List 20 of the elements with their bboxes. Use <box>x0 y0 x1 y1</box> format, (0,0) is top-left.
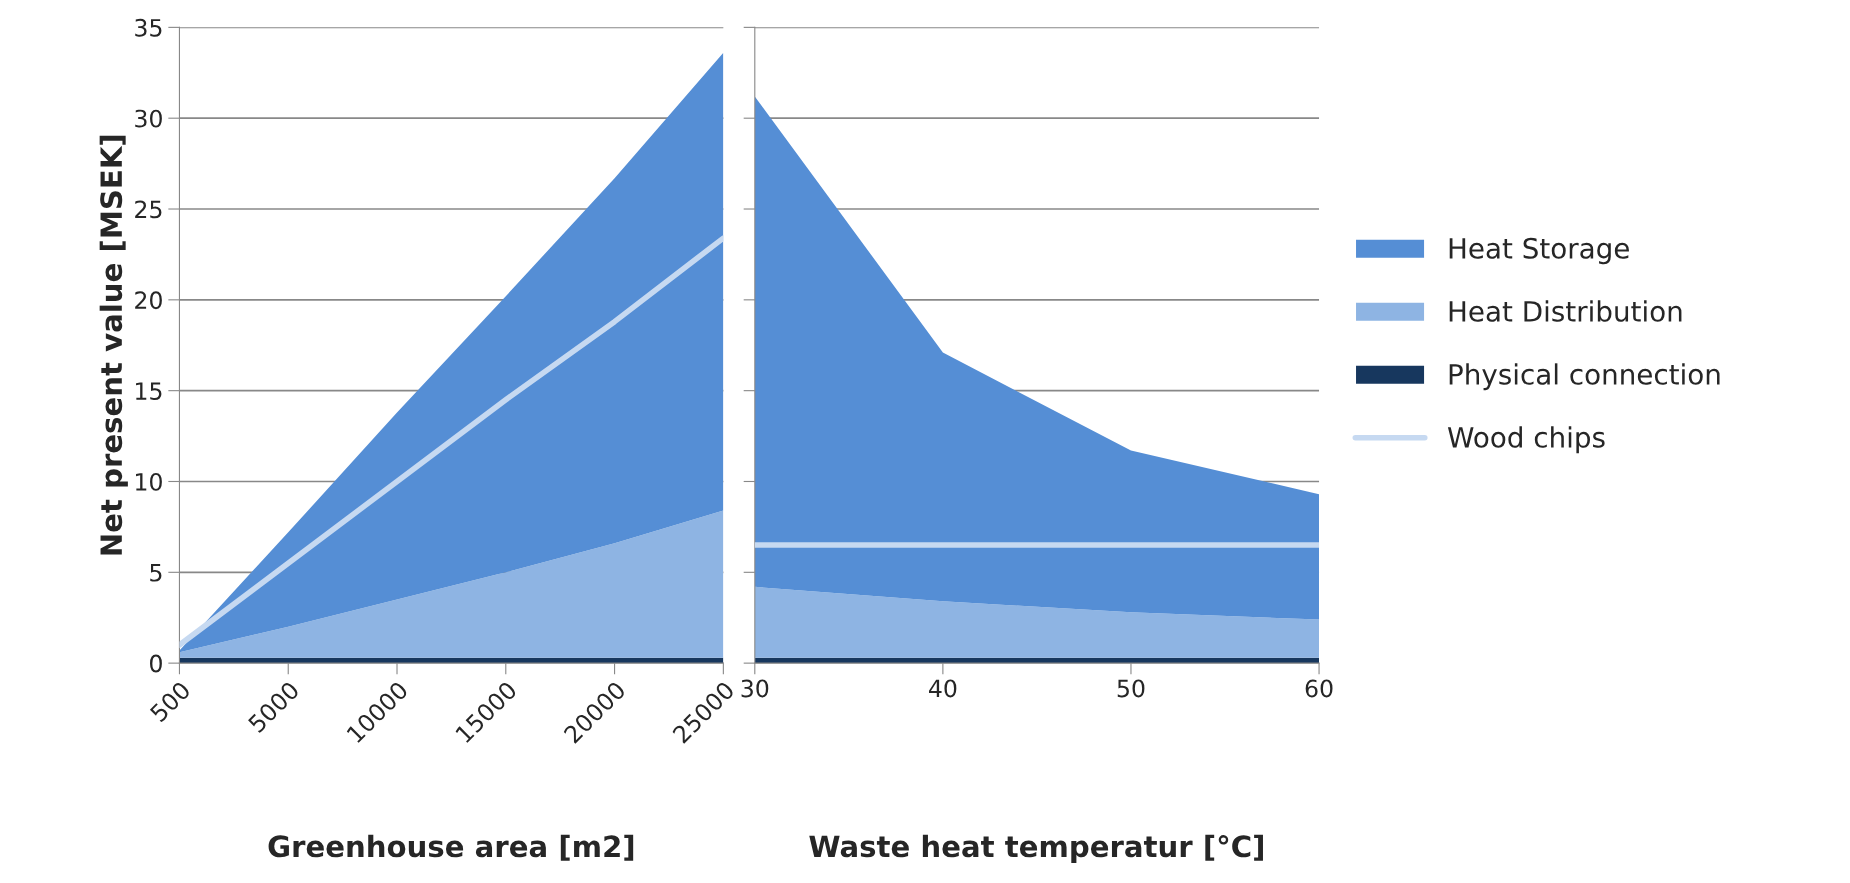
y-tick-label: 25 <box>135 200 162 219</box>
y-tick-label: 15 <box>136 382 162 400</box>
y-tick-label: 5 <box>150 564 162 582</box>
y-axis-title: Net present value [MSEK] <box>99 135 128 555</box>
x-tick-label: 500 <box>149 680 192 723</box>
y-tick-label: 0 <box>150 654 162 673</box>
x-axis-title: Greenhouse area [m2] <box>268 834 634 861</box>
legend-label: Heat Distribution <box>1449 300 1682 322</box>
y-tick-label: 20 <box>135 291 162 310</box>
x-tick-label: 60 <box>1305 679 1333 698</box>
x-tick-label: 30 <box>741 679 769 698</box>
y-tick-label: 35 <box>135 18 162 37</box>
legend-label: Heat Storage <box>1449 237 1629 265</box>
x-tick-label: 40 <box>929 679 957 698</box>
x-axis-title: Waste heat temperatur [°C] <box>809 834 1263 864</box>
legend-label: Wood chips <box>1447 426 1605 454</box>
x-tick-label: 50 <box>1117 679 1145 698</box>
y-tick-label: 30 <box>135 109 162 128</box>
legend-label: Physical connection <box>1449 363 1720 391</box>
y-tick-label: 10 <box>136 472 162 491</box>
